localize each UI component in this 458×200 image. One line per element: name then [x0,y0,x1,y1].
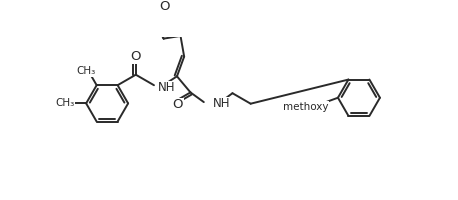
Text: O: O [131,50,141,63]
Text: O: O [159,0,170,13]
Text: O: O [173,98,183,111]
Text: NH: NH [213,97,230,110]
Text: CH₃: CH₃ [55,98,75,108]
Text: NH: NH [158,81,175,94]
Text: methoxy: methoxy [283,102,328,112]
Text: CH₃: CH₃ [76,66,96,76]
